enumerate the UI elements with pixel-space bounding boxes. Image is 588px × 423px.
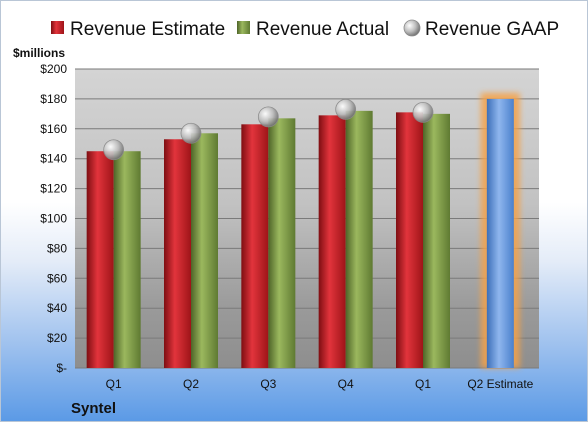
bar-q2-estimate <box>486 98 514 369</box>
marker-revenue-gaap <box>335 98 357 120</box>
bar-revenue-actual <box>191 133 218 368</box>
y-axis-ticks: $- $20 $40 $60 $80 $100 $120 $140 $160 $180 $200 <box>40 62 67 375</box>
x-tick-label: Q3 <box>260 377 276 391</box>
marker-revenue-gaap <box>412 101 434 123</box>
legend-label: Revenue Actual <box>256 19 389 40</box>
y-tick-label: $200 <box>40 62 67 76</box>
legend: Revenue Estimate Revenue Actual Revenue GA… <box>51 19 559 40</box>
bar-revenue-estimate <box>86 151 114 368</box>
gridlines <box>75 68 539 369</box>
y-tick-label: $160 <box>40 122 67 136</box>
x-axis-ticks: Q1 Q2 Q3 Q4 Q1 Q2 Estimate <box>106 377 534 391</box>
x-tick-label: Q4 <box>338 377 354 391</box>
y-tick-label: $- <box>56 361 67 375</box>
bar-revenue-estimate <box>164 139 191 368</box>
x-tick-label: Q2 Estimate <box>467 377 533 391</box>
y-tick-label: $20 <box>47 331 67 345</box>
y-tick-label: $120 <box>40 182 67 196</box>
bar-revenue-estimate <box>318 115 346 368</box>
x-tick-label: Q2 <box>183 377 199 391</box>
y-tick-label: $140 <box>40 152 67 166</box>
bar-revenue-actual <box>113 151 141 368</box>
y-tick-label: $180 <box>40 92 67 106</box>
company-label: Syntel <box>71 400 116 417</box>
legend-swatch <box>237 21 250 34</box>
legend-label: Revenue Estimate <box>70 19 225 40</box>
marker-revenue-gaap <box>103 139 125 161</box>
y-tick-label: $80 <box>47 241 67 255</box>
marker-revenue-gaap <box>257 106 279 128</box>
legend-item: Revenue Actual <box>237 19 389 40</box>
bar-revenue-actual <box>345 110 373 369</box>
bar-revenue-actual <box>423 113 450 368</box>
bar-revenue-estimate <box>396 112 423 368</box>
x-tick-label: Q1 <box>106 377 122 391</box>
bars <box>86 92 520 369</box>
legend-item: Revenue Estimate <box>51 19 225 40</box>
marker-revenue-gaap <box>180 122 202 144</box>
legend-swatch <box>403 19 421 37</box>
legend-label: Revenue GAAP <box>425 19 559 40</box>
bar-revenue-estimate <box>241 124 269 368</box>
legend-swatch <box>51 21 64 34</box>
bar-revenue-actual <box>268 118 296 369</box>
legend-item: Revenue GAAP <box>403 19 559 40</box>
y-tick-label: $40 <box>47 301 67 315</box>
x-tick-label: Q1 <box>415 377 431 391</box>
units-label: $millions <box>13 46 65 60</box>
y-tick-label: $100 <box>40 212 67 226</box>
y-tick-label: $60 <box>47 271 67 285</box>
